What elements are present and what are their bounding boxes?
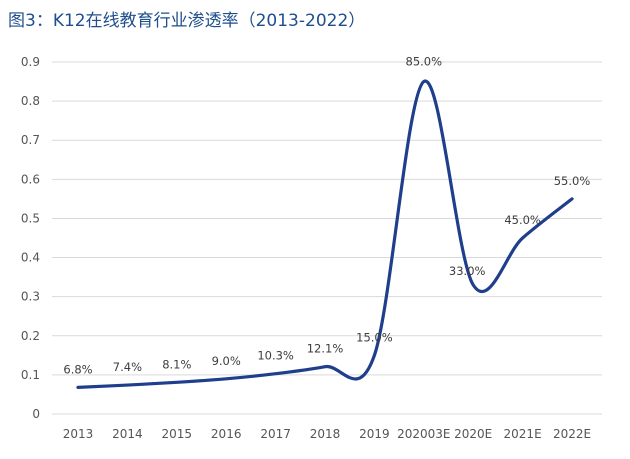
x-tick-label: 2019 — [359, 427, 390, 441]
x-tick-label: 2021E — [504, 427, 542, 441]
x-tick-label: 202003E — [397, 427, 450, 441]
x-tick-label: 2015 — [162, 427, 193, 441]
data-label: 8.1% — [162, 357, 191, 371]
y-tick-label: 0 — [32, 407, 40, 421]
data-label: 10.3% — [257, 349, 294, 363]
data-label: 45.0% — [504, 213, 541, 227]
title-text: K12在线教育行业渗透率（2013-2022） — [52, 11, 366, 31]
x-tick-label: 2013 — [63, 427, 94, 441]
x-tick-label: 2022E — [553, 427, 591, 441]
data-label: 85.0% — [406, 55, 443, 69]
x-tick-label: 2016 — [211, 427, 242, 441]
data-label: 33.0% — [449, 264, 486, 278]
data-label: 7.4% — [113, 360, 142, 374]
grid-lines — [52, 61, 602, 415]
x-tick-label: 2017 — [260, 427, 291, 441]
figure-number: 图3： — [8, 11, 53, 31]
data-label: 55.0% — [554, 174, 591, 188]
y-tick-label: 0.5 — [21, 211, 40, 225]
data-label: 9.0% — [212, 354, 241, 368]
y-tick-label: 0.4 — [21, 251, 40, 265]
y-tick-label: 0.9 — [21, 55, 40, 69]
y-tick-label: 0.3 — [21, 290, 40, 304]
y-tick-label: 0.2 — [21, 329, 40, 343]
data-label: 6.8% — [63, 362, 92, 376]
x-tick-label: 2020E — [454, 427, 492, 441]
data-label: 12.1% — [307, 342, 344, 356]
chart-title: 图3：K12在线教育行业渗透率（2013-2022） — [8, 6, 365, 31]
data-labels: 6.8% 7.4% 8.1% 9.0% 10.3% 12.1% 15.0% 85.0% 33.0… — [63, 55, 590, 377]
y-tick-label: 0.1 — [21, 368, 40, 382]
x-tick-label: 2014 — [112, 427, 143, 441]
y-tick-label: 0.6 — [21, 172, 40, 186]
y-tick-label: 0.7 — [21, 133, 40, 147]
series-line — [76, 79, 574, 390]
x-axis-ticks: 2013 2014 2015 2016 2017 2018 2019 202003E 2020E… — [63, 427, 591, 441]
y-tick-label: 0.8 — [21, 94, 40, 108]
data-label: 15.0% — [356, 330, 393, 344]
x-tick-label: 2018 — [310, 427, 341, 441]
y-axis-ticks: 0 0.1 0.2 0.3 0.4 0.5 0.6 0.7 0.8 0.9 — [21, 55, 40, 421]
